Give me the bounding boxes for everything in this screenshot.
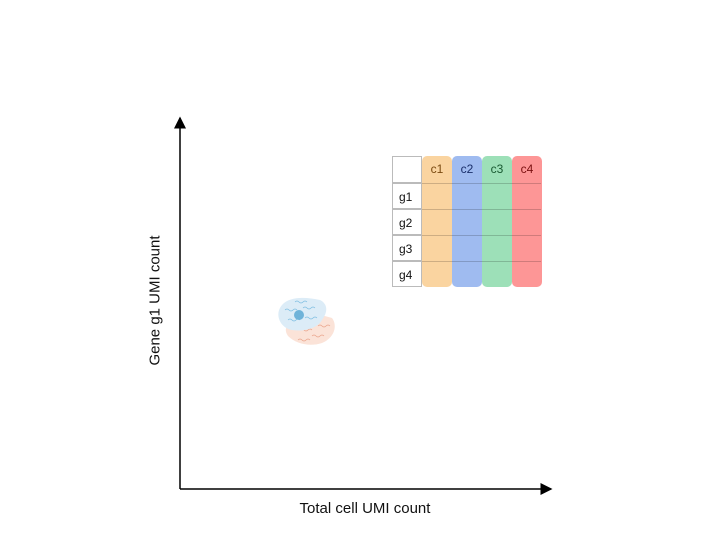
cell-icon	[278, 297, 335, 345]
column-header: c3	[490, 162, 504, 176]
column-header: c1	[430, 162, 444, 176]
column-bar-c3	[482, 156, 512, 287]
corner-cell	[392, 156, 422, 183]
row-divider	[422, 235, 541, 236]
row-label: g1	[392, 183, 422, 209]
row-label: g3	[392, 235, 422, 261]
row-label: g2	[392, 209, 422, 235]
row-divider	[422, 183, 541, 184]
column-bar-c4	[512, 156, 542, 287]
column-bar-c2	[452, 156, 482, 287]
column-header: c4	[520, 162, 534, 176]
row-divider	[422, 261, 541, 262]
column-bar-c1	[422, 156, 452, 287]
y-axis-label: Gene g1 UMI count	[146, 235, 164, 366]
column-header: c2	[460, 162, 474, 176]
row-divider	[422, 209, 541, 210]
row-label: g4	[392, 261, 422, 287]
x-axis-label: Total cell UMI count	[299, 500, 431, 517]
